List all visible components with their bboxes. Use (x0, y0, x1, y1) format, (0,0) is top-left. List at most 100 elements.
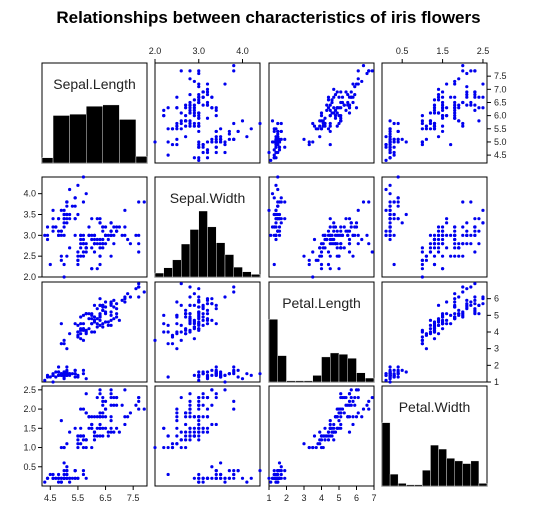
tick-label-petal-length: 2 (284, 493, 289, 503)
point-sepal-length-sepal-width-134 (179, 111, 183, 115)
point-sepal-length-petal-width-81 (420, 127, 424, 131)
histogram-bar-petal-length-0 (268, 319, 278, 383)
point-sepal-width-sepal-length-89 (76, 254, 80, 258)
point-sepal-length-sepal-width-32 (245, 135, 249, 139)
point-petal-width-petal-length-64 (312, 434, 317, 438)
point-sepal-width-sepal-length-3 (51, 229, 55, 233)
histogram-bar-petal-width-11 (470, 460, 480, 487)
diagonal-label-petal-width: Petal.Width (399, 399, 471, 415)
point-petal-width-sepal-length-49 (62, 476, 66, 480)
point-sepal-length-sepal-width-97 (192, 108, 196, 112)
point-sepal-length-petal-length-16 (272, 129, 276, 134)
point-sepal-length-sepal-width-76 (188, 92, 192, 97)
point-sepal-length-petal-width-65 (436, 95, 441, 99)
point-sepal-width-sepal-length-126 (95, 242, 99, 246)
point-sepal-length-petal-length-143 (353, 92, 357, 97)
point-petal-length-petal-width-117 (469, 285, 473, 289)
point-sepal-length-petal-width-18 (392, 121, 396, 126)
point-sepal-length-petal-length-76 (333, 92, 338, 97)
point-petal-length-petal-width-79 (420, 338, 424, 342)
point-sepal-length-petal-length-18 (279, 121, 283, 126)
point-sepal-length-petal-width-136 (477, 106, 481, 110)
point-sepal-width-sepal-length-87 (98, 262, 102, 267)
point-petal-width-petal-length-148 (344, 395, 348, 400)
point-petal-length-sepal-width-105 (197, 287, 201, 291)
point-sepal-length-petal-length-85 (328, 114, 332, 118)
point-petal-length-sepal-width-16 (236, 375, 240, 379)
point-sepal-length-sepal-width-99 (188, 121, 192, 126)
tick-label-sepal-length: 5.5 (494, 124, 507, 134)
point-petal-length-sepal-length-74 (101, 325, 105, 329)
point-sepal-width-petal-width-21 (396, 204, 400, 208)
point-petal-width-sepal-width-41 (166, 472, 170, 477)
point-petal-width-sepal-width-8 (192, 476, 196, 480)
point-sepal-length-sepal-width-16 (236, 129, 240, 134)
point-sepal-width-petal-width-65 (436, 229, 441, 233)
point-petal-width-sepal-width-16 (236, 469, 240, 473)
tick-label-sepal-length: 6.0 (494, 111, 507, 121)
point-sepal-width-sepal-length-17 (65, 212, 69, 217)
point-sepal-width-petal-length-89 (319, 254, 324, 258)
point-sepal-width-petal-length-100 (354, 221, 359, 225)
point-sepal-width-sepal-length-134 (92, 250, 97, 254)
point-sepal-length-sepal-width-64 (192, 124, 196, 128)
histogram-bar-sepal-width-6 (207, 226, 217, 278)
point-sepal-width-sepal-length-115 (101, 225, 105, 229)
point-sepal-width-petal-length-41 (272, 262, 276, 267)
point-sepal-length-sepal-width-58 (192, 98, 196, 102)
point-sepal-length-petal-width-104 (469, 100, 473, 105)
point-petal-length-sepal-width-129 (197, 300, 201, 304)
point-sepal-width-petal-width-107 (453, 237, 457, 242)
point-sepal-length-petal-width-54 (440, 100, 445, 105)
point-petal-length-sepal-width-39 (214, 372, 218, 376)
point-petal-width-sepal-width-131 (232, 407, 236, 411)
point-petal-length-sepal-length-97 (95, 325, 99, 329)
point-sepal-length-petal-length-81 (314, 127, 318, 131)
point-sepal-length-petal-length-58 (330, 98, 334, 102)
point-sepal-length-petal-length-42 (272, 156, 276, 160)
point-sepal-length-sepal-width-27 (219, 135, 223, 139)
point-petal-width-petal-length-146 (337, 411, 341, 415)
point-petal-width-petal-length-114 (339, 392, 343, 396)
point-sepal-length-petal-length-116 (346, 100, 350, 105)
point-sepal-width-petal-length-148 (344, 217, 348, 221)
histogram-bar-petal-width-6 (430, 444, 439, 487)
point-petal-width-sepal-length-92 (84, 438, 88, 442)
point-petal-length-petal-width-144 (481, 302, 485, 306)
point-petal-width-petal-length-130 (356, 411, 360, 415)
tick-label-petal-length: 6 (354, 493, 359, 503)
point-petal-length-petal-width-56 (445, 318, 449, 322)
point-petal-width-sepal-length-71 (92, 434, 97, 438)
point-petal-width-sepal-width-49 (210, 476, 214, 480)
tick-label-petal-length: 4 (319, 493, 324, 503)
point-petal-width-sepal-length-129 (123, 422, 127, 427)
diagonal-label-sepal-width: Sepal.Width (170, 190, 245, 206)
point-petal-width-sepal-width-80 (170, 442, 175, 446)
point-petal-width-sepal-width-73 (188, 438, 192, 442)
point-sepal-width-petal-width-63 (436, 237, 441, 242)
point-petal-width-sepal-width-125 (205, 415, 210, 419)
point-sepal-length-petal-width-115 (473, 103, 477, 107)
point-petal-length-sepal-width-52 (201, 315, 205, 319)
histogram-bar-sepal-length-3 (86, 106, 103, 164)
point-sepal-width-petal-length-108 (351, 254, 355, 258)
point-sepal-width-sepal-length-106 (59, 254, 63, 258)
point-petal-width-petal-length-138 (333, 415, 338, 419)
point-petal-length-sepal-width-109 (223, 295, 227, 299)
point-sepal-length-sepal-width-121 (188, 124, 192, 128)
point-sepal-length-petal-width-140 (477, 95, 481, 99)
point-sepal-length-petal-width-123 (453, 106, 457, 110)
tick-label-sepal-length: 4.5 (44, 493, 57, 503)
point-sepal-length-petal-width-94 (432, 124, 437, 128)
point-sepal-width-petal-width-80 (424, 258, 429, 262)
point-petal-width-sepal-width-38 (197, 476, 201, 480)
point-sepal-length-petal-width-73 (428, 111, 433, 115)
tick-label-sepal-width: 2.0 (149, 46, 162, 56)
point-petal-length-petal-width-128 (465, 303, 469, 307)
point-petal-length-sepal-length-93 (62, 342, 66, 346)
point-petal-length-sepal-length-62 (90, 330, 94, 334)
point-petal-length-petal-width-105 (465, 287, 469, 291)
point-sepal-width-petal-width-139 (465, 229, 469, 233)
point-sepal-width-sepal-length-47 (51, 225, 55, 229)
point-sepal-width-sepal-length-131 (142, 200, 146, 204)
